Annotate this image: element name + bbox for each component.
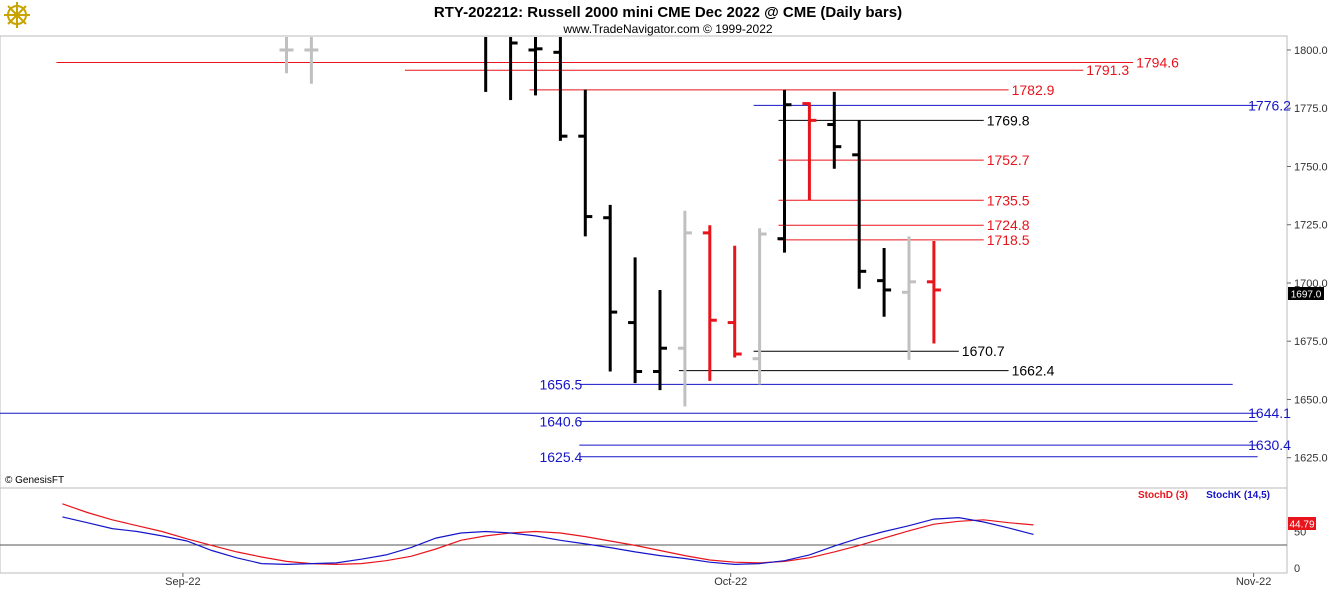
time-tick-label: Oct-22 [714, 576, 747, 588]
price-tick-label: 1725.0 [1294, 220, 1328, 232]
ohlc-bar [902, 236, 916, 360]
level-label: 1644.1 [1248, 405, 1291, 421]
legend-stoch-k: StochK (14,5) [1206, 490, 1270, 501]
level-label: 1776.2 [1248, 97, 1291, 113]
level-label: 1724.8 [987, 217, 1030, 233]
stoch-value-label: 44.79 [1289, 520, 1314, 531]
chart-subtitle: www.TradeNavigator.com © 1999-2022 [562, 22, 772, 36]
chart-title: RTY-202212: Russell 2000 mini CME Dec 20… [434, 4, 902, 21]
ohlc-bar [727, 245, 742, 358]
level-lines: 1794.6 1791.3 1782.9 1776.2 1769.8 1752.7 1735… [0, 55, 1291, 465]
level-label: 1656.5 [539, 376, 582, 392]
price-panel [0, 35, 1288, 489]
ohlc-bar [677, 210, 692, 407]
last-price-label: 1697.0 [1291, 290, 1322, 301]
level-label: 1782.9 [1012, 82, 1055, 98]
stoch-line [62, 516, 1034, 566]
last-price-tag: 1697.0 [1288, 287, 1324, 301]
ohlc-bar [509, 37, 518, 101]
ohlc-bar [628, 257, 643, 384]
price-axis: 1800.0 1775.0 1750.0 1725.0 1700.0 1675.0 1650… [1287, 45, 1328, 465]
stoch-panel [0, 487, 1288, 574]
ohlc-bar [802, 102, 817, 201]
ohlc-bar [304, 37, 319, 84]
stoch-value-tag: 44.79 [1288, 517, 1316, 531]
ohlc-bar [926, 241, 941, 344]
ohlc-bar [702, 225, 717, 381]
level-label: 1752.7 [987, 152, 1030, 168]
stochastic-panel: 500 [0, 503, 1306, 575]
level-label: 1640.6 [539, 413, 582, 429]
ohlc-bar [578, 89, 593, 237]
stoch-tick-label: 0 [1294, 563, 1300, 575]
price-tick-label: 1750.0 [1294, 161, 1328, 173]
level-label: 1670.7 [962, 343, 1005, 359]
ship-helm-icon [4, 2, 30, 28]
price-tick-label: 1650.0 [1294, 394, 1328, 406]
ohlc-bar [653, 289, 667, 391]
time-axis: Sep-22 Oct-22 Nov-22 [165, 573, 1271, 588]
price-tick-label: 1625.0 [1294, 453, 1328, 465]
level-label: 1794.6 [1136, 55, 1179, 71]
ohlc-bar [852, 120, 867, 289]
stoch-line [62, 503, 1034, 566]
ohlc-bar [827, 91, 842, 169]
ohlc-bar [528, 37, 543, 96]
level-label: 1735.5 [987, 192, 1030, 208]
ohlc-bar [877, 248, 892, 317]
legend-stoch-d: StochD (3) [1138, 490, 1188, 501]
level-label: 1769.8 [987, 112, 1030, 128]
price-tick-label: 1675.0 [1294, 336, 1328, 348]
ohlc-bar [553, 37, 568, 141]
price-tick-label: 1775.0 [1294, 103, 1328, 115]
level-label: 1662.4 [1012, 363, 1055, 379]
time-tick-label: Nov-22 [1236, 576, 1271, 588]
level-label: 1625.4 [539, 449, 582, 465]
price-tick-label: 1700.0 [1294, 278, 1328, 290]
ohlc-bar [777, 89, 792, 253]
price-tick-label: 1800.0 [1294, 45, 1328, 57]
level-label: 1791.3 [1086, 62, 1129, 78]
ohlc-bars [279, 37, 941, 407]
ohlc-bar [279, 37, 294, 74]
ohlc-bar [603, 204, 618, 372]
ohlc-bar [752, 228, 767, 385]
level-label: 1630.4 [1248, 437, 1291, 453]
level-label: 1718.5 [987, 232, 1030, 248]
time-tick-label: Sep-22 [165, 576, 200, 588]
credit-text: © GenesisFT [5, 475, 64, 486]
